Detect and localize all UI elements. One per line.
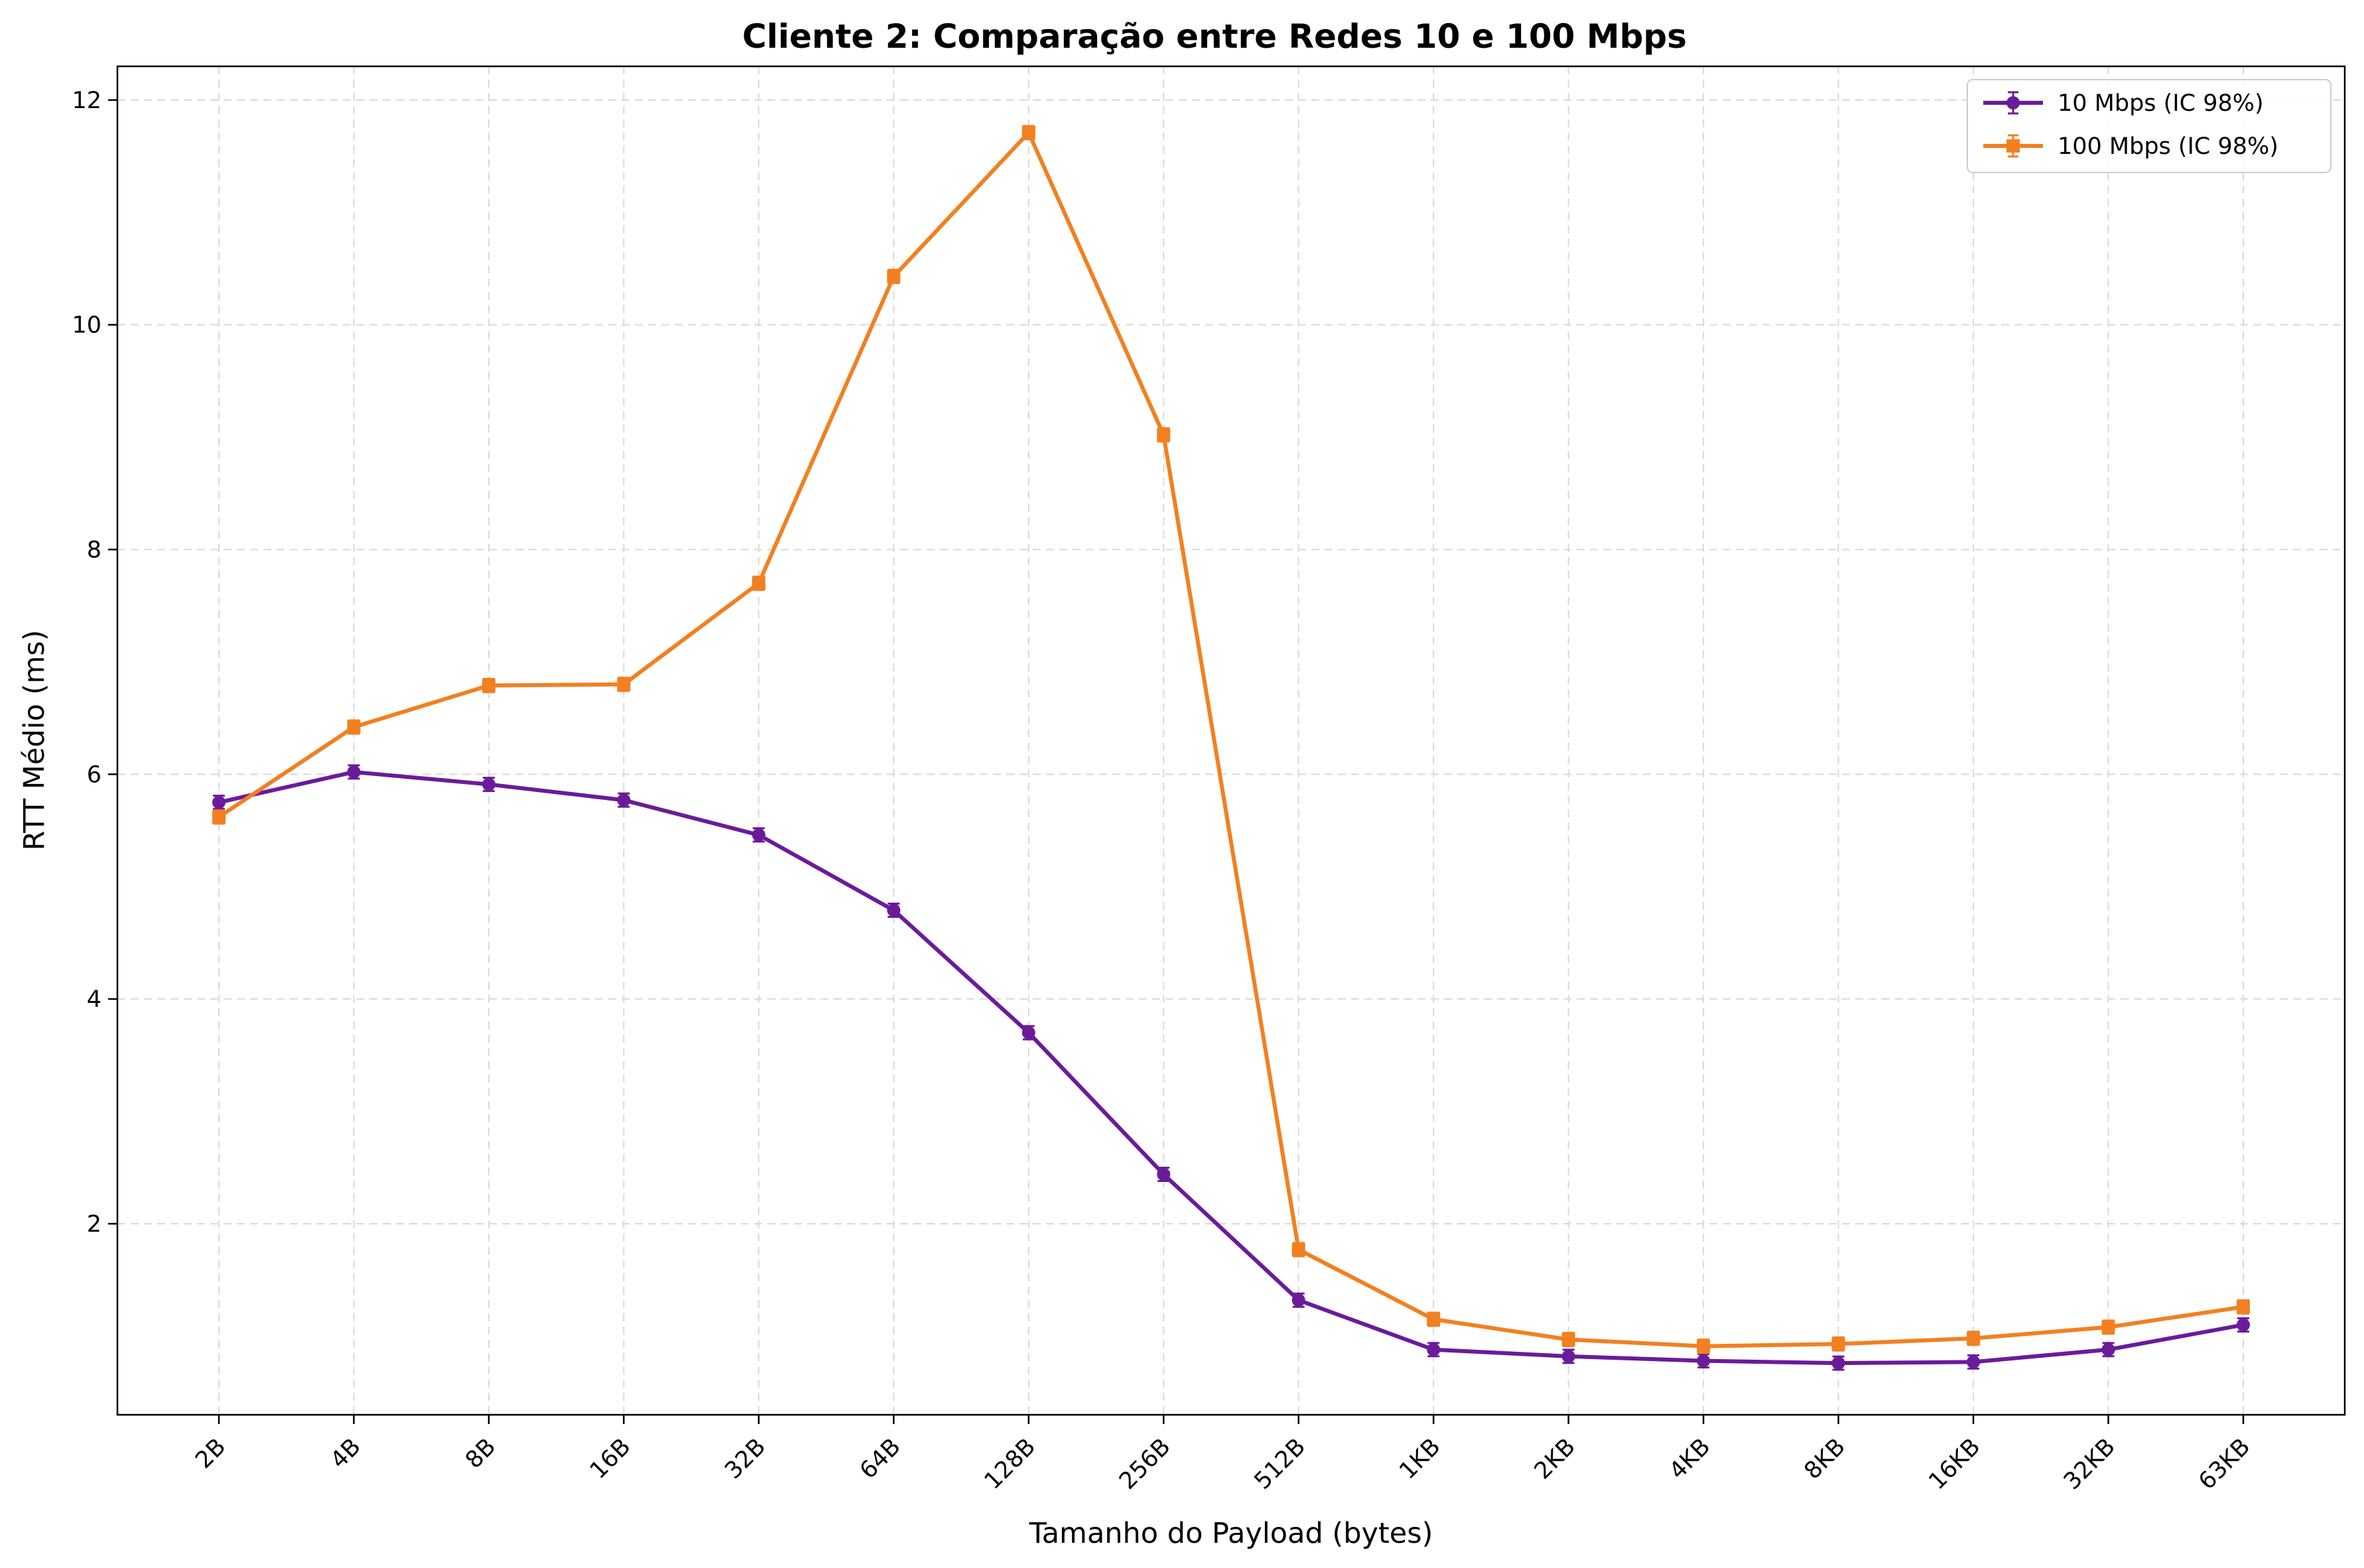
legend-marker — [2006, 96, 2020, 109]
data-point — [212, 810, 226, 824]
legend-box — [1967, 79, 2331, 173]
x-tick-label: 2KB — [1530, 1433, 1581, 1484]
x-tick-label: 4KB — [1664, 1433, 1715, 1484]
data-point — [1561, 1349, 1575, 1363]
data-point — [2237, 1300, 2250, 1314]
x-tick-label: 256B — [1114, 1433, 1176, 1495]
data-point — [887, 903, 901, 917]
x-tick-label: 32B — [720, 1433, 771, 1484]
y-tick-label: 2 — [87, 1211, 101, 1238]
series-10mbps — [212, 764, 2250, 1371]
legend-entry-10mbps: 10 Mbps (IC 98%) — [1983, 90, 2264, 117]
data-point — [482, 679, 495, 692]
grid — [117, 66, 2345, 1415]
data-point — [617, 793, 631, 807]
legend-marker — [2006, 139, 2020, 153]
chart-title: Cliente 2: Comparação entre Redes 10 e 1… — [742, 17, 1687, 56]
data-point — [347, 720, 361, 734]
x-tick-label: 32KB — [2059, 1433, 2121, 1495]
y-axis: 2 4 6 8 10 12 — [72, 88, 117, 1238]
data-point — [1697, 1354, 1711, 1368]
legend: 10 Mbps (IC 98%) 100 Mbps (IC 98%) — [1967, 79, 2331, 173]
legend-label: 10 Mbps (IC 98%) — [2058, 90, 2264, 117]
x-tick-label: 2B — [190, 1433, 231, 1474]
x-tick-label: 64B — [855, 1433, 906, 1484]
data-point — [2101, 1320, 2115, 1334]
data-point — [347, 765, 361, 779]
x-tick-label: 8B — [460, 1433, 501, 1474]
data-point — [2101, 1342, 2115, 1356]
legend-label: 100 Mbps (IC 98%) — [2058, 133, 2278, 160]
x-tick-label: 1KB — [1394, 1433, 1445, 1484]
series-100mbps — [212, 125, 2250, 1354]
data-point — [1427, 1312, 1441, 1326]
data-point — [752, 576, 765, 590]
y-tick-label: 4 — [87, 986, 101, 1013]
data-point — [1561, 1333, 1575, 1346]
x-tick-label: 16KB — [1924, 1433, 1985, 1495]
x-tick-label: 4B — [326, 1433, 366, 1474]
data-point — [887, 269, 901, 283]
series-line — [218, 130, 2244, 1348]
y-tick-label: 6 — [87, 761, 101, 788]
data-point — [1831, 1337, 1845, 1351]
data-point — [1967, 1355, 1981, 1369]
legend-entry-100mbps: 100 Mbps (IC 98%) — [1983, 133, 2278, 160]
y-tick-label: 10 — [72, 312, 101, 339]
x-tick-label: 8KB — [1800, 1433, 1851, 1484]
data-point — [482, 777, 495, 791]
x-tick-label: 512B — [1250, 1433, 1311, 1495]
x-tick-label: 128B — [980, 1433, 1041, 1495]
data-point — [1427, 1342, 1441, 1356]
y-tick-label: 12 — [72, 88, 101, 114]
data-point — [1021, 125, 1035, 139]
data-point — [1021, 1025, 1035, 1039]
y-tick-label: 8 — [87, 537, 101, 563]
data-point — [1291, 1293, 1305, 1307]
y-axis-label: RTT Médio (ms) — [18, 630, 51, 851]
data-point — [1831, 1356, 1845, 1370]
data-point — [617, 677, 631, 691]
x-tick-label: 16B — [585, 1433, 636, 1484]
data-point — [1697, 1339, 1711, 1353]
data-point — [752, 828, 765, 842]
data-point — [1291, 1242, 1305, 1256]
data-point — [1157, 428, 1171, 442]
data-point — [212, 795, 226, 809]
x-tick-label: 63KB — [2194, 1433, 2255, 1495]
series-line — [218, 769, 2244, 1366]
data-point — [1157, 1167, 1171, 1181]
plot-frame — [116, 65, 2346, 1416]
data-point — [1967, 1331, 1981, 1345]
series-layer — [212, 125, 2250, 1371]
data-point — [2237, 1318, 2250, 1332]
x-axis-label: Tamanho do Payload (bytes) — [1029, 1517, 1433, 1550]
x-axis: 2B 4B 8B 16B 32B 64B 128B 256B 512B 1KB 2KB 4KB 8KB 1… — [190, 1415, 2255, 1495]
